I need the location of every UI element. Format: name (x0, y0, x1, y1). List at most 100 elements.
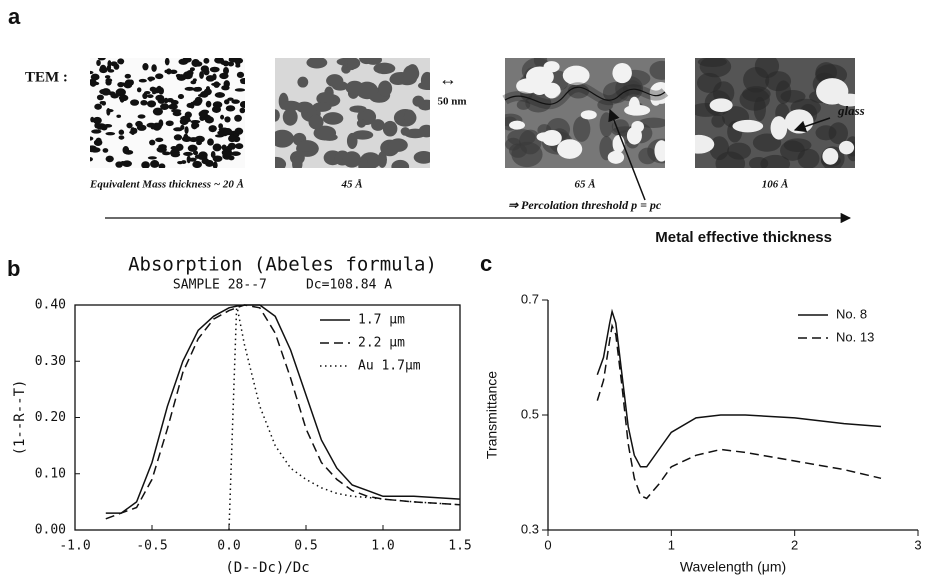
tem-particle (280, 100, 301, 111)
tem-particle (99, 64, 107, 73)
tem-particle (212, 143, 222, 152)
tem-particle (183, 151, 193, 157)
tem-particle (220, 114, 225, 120)
tem-particle (124, 73, 131, 79)
tem-particle (169, 69, 178, 75)
tem-grain (602, 81, 629, 104)
tem-particle (306, 58, 328, 69)
tem-particle (275, 109, 280, 122)
tem-particle (194, 96, 203, 105)
tem-particle (196, 140, 202, 146)
tem-particle (136, 87, 142, 93)
legend-label: 2.2 μm (358, 336, 405, 351)
x-tick-label: 1 (668, 537, 675, 552)
tem-particle (162, 151, 171, 156)
tem-particle (147, 156, 157, 160)
tem-particle (211, 82, 221, 87)
tem-particle (580, 110, 597, 120)
tem-particle (105, 131, 116, 136)
tem-particle (612, 62, 632, 84)
tem-particle (239, 101, 245, 108)
series-line (105, 304, 461, 514)
tem-particle (191, 122, 198, 130)
tem-particle (101, 100, 107, 106)
y-tick-label: 0.40 (35, 298, 66, 313)
tem-particle (165, 120, 174, 127)
series-line (596, 323, 882, 500)
tem-grain (573, 116, 591, 142)
tem-particle (200, 90, 209, 98)
tem-particle (342, 151, 362, 168)
thickness-label: Equivalent Mass thickness ~ 20 Å (89, 179, 244, 191)
tem-particle (142, 62, 149, 71)
tem-particle (155, 137, 164, 143)
tem-particle (122, 146, 130, 154)
tem-particle (136, 124, 147, 131)
tem-particle (234, 127, 244, 135)
tem-grain (597, 99, 614, 111)
x-tick-label: 2 (791, 537, 798, 552)
tem-particle (224, 116, 230, 123)
tem-particle (205, 75, 215, 82)
tem-particle (822, 148, 839, 165)
tem-particle (138, 78, 147, 83)
tem-particle (292, 156, 303, 168)
thickness-label: 106 Å (762, 179, 789, 191)
tem-particle (146, 100, 157, 108)
tem-particle (177, 160, 184, 165)
tem-particle (106, 109, 114, 113)
tem-grain (752, 133, 782, 152)
tem-particle (420, 71, 430, 89)
tem-particle (199, 71, 204, 79)
tem-particle (102, 148, 109, 153)
tem-particle (230, 151, 241, 156)
tem-particle (184, 118, 192, 123)
y-axis-label: Transmittance (484, 371, 500, 459)
tem-particle (654, 140, 665, 162)
tem-grain (697, 58, 727, 68)
tem-particle (377, 151, 387, 168)
x-axis-label: Wavelength (μm) (680, 559, 786, 575)
tem-particle (90, 147, 101, 153)
tem-particle (155, 94, 165, 102)
tem-particle (326, 74, 344, 88)
tem-particle (373, 62, 396, 75)
tem-particle (105, 79, 112, 86)
tem-grain (753, 96, 766, 122)
tem-particle (90, 136, 94, 141)
tem-particle (223, 60, 229, 67)
tem-particle (195, 86, 203, 92)
tem-particle (177, 94, 185, 100)
tem-grain (525, 93, 552, 113)
tem-particle (225, 105, 236, 112)
y-tick-label: 0.30 (35, 354, 66, 369)
x-tick-label: 0.5 (294, 539, 317, 554)
tem-particle (198, 110, 207, 118)
tem-particle (130, 99, 140, 106)
tem-grain (760, 154, 791, 168)
tem-particle (203, 58, 210, 64)
tem-particle (382, 120, 398, 137)
tem-particle (205, 100, 212, 108)
tem-particle (126, 122, 133, 129)
tem-particle (95, 123, 106, 128)
tem-particle (158, 163, 166, 168)
tem-grain (649, 60, 665, 80)
tem-particle (107, 69, 115, 73)
tem-particle (150, 160, 160, 168)
scale-label: 50 nm (437, 96, 466, 108)
tem-particle (169, 148, 180, 157)
tem-particle (187, 144, 198, 152)
tem-particle (352, 130, 374, 140)
tem-particle (90, 116, 95, 123)
tem-grain (711, 114, 725, 128)
tem-particle (227, 61, 235, 67)
tem-particle (91, 129, 102, 134)
tem-particle (322, 112, 344, 125)
tem-particle (359, 58, 374, 65)
tem-particle (189, 137, 199, 143)
tem-particle (228, 134, 237, 143)
tem-particle (347, 58, 357, 71)
tem-particle (208, 125, 217, 133)
tem-particle (140, 99, 148, 106)
